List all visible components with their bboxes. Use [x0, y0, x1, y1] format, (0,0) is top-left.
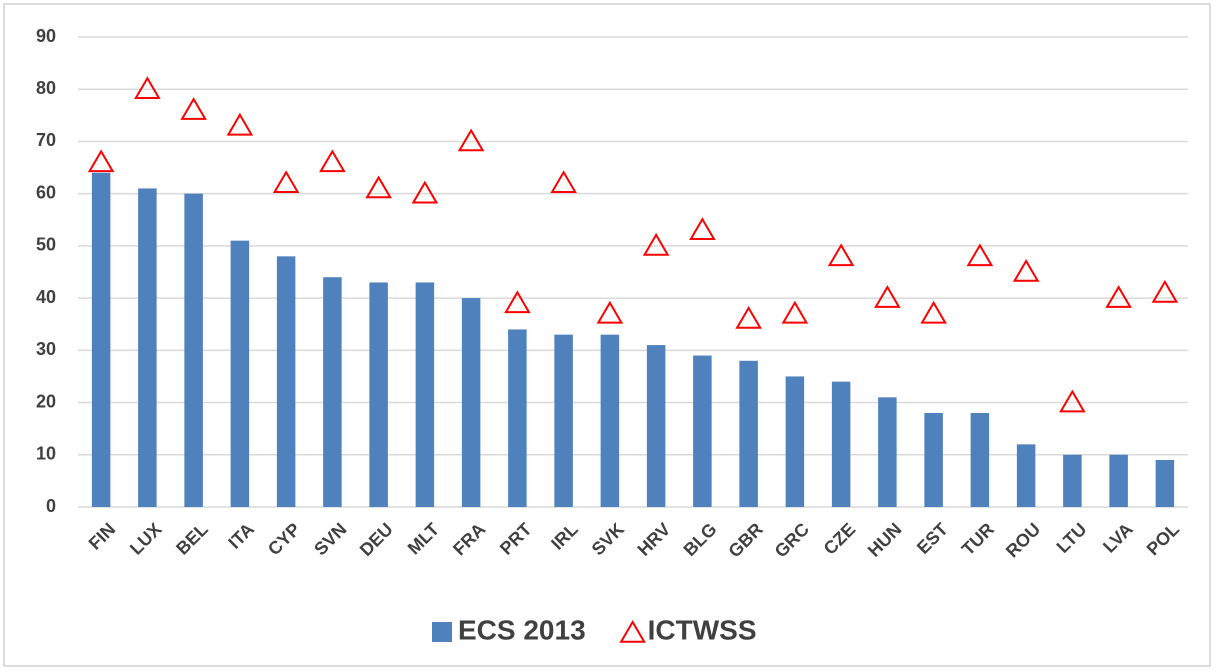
- legend-label: ECS 2013: [458, 614, 586, 645]
- marker: [87, 149, 115, 173]
- marker: [550, 170, 577, 194]
- marker: [365, 175, 392, 199]
- bar: [415, 282, 435, 507]
- y-tick-label: 0: [46, 496, 56, 516]
- bar: [878, 397, 897, 507]
- bar: [924, 413, 943, 507]
- marker: [827, 243, 855, 267]
- marker: [920, 300, 947, 324]
- bar: [785, 376, 805, 507]
- marker: [457, 128, 485, 152]
- legend: ECS 2013 ICTWSS: [432, 614, 757, 645]
- bar: [184, 193, 203, 507]
- bar: [1109, 454, 1128, 507]
- bar: [323, 277, 342, 507]
- bar: [138, 188, 157, 507]
- marker: [689, 217, 716, 241]
- bar: [1155, 460, 1175, 507]
- legend-swatch: [619, 620, 646, 643]
- marker: [596, 300, 624, 324]
- bar: [970, 413, 990, 507]
- bar: [1016, 444, 1036, 507]
- marker: [874, 285, 901, 308]
- marker: [1012, 259, 1040, 282]
- marker: [504, 290, 531, 314]
- y-tick-label: 90: [36, 26, 56, 46]
- marker: [966, 243, 994, 267]
- marker: [735, 306, 762, 329]
- marker: [1105, 285, 1132, 308]
- bar: [693, 355, 712, 507]
- bar: [369, 282, 388, 507]
- marker: [411, 180, 439, 204]
- legend-swatch: [432, 622, 452, 642]
- y-tick-label: 40: [36, 287, 56, 307]
- marker: [272, 170, 300, 194]
- bar: [554, 334, 573, 507]
- bar: [646, 345, 666, 507]
- bar: [230, 240, 250, 507]
- marker: [1151, 279, 1179, 303]
- marker: [226, 112, 254, 136]
- bar: [91, 172, 111, 507]
- marker: [180, 97, 207, 120]
- y-tick-label: 10: [36, 444, 56, 464]
- bar: [600, 334, 620, 507]
- legend-label: ICTWSS: [648, 614, 757, 645]
- bar: [831, 381, 851, 507]
- marker: [642, 232, 670, 256]
- bar: [739, 360, 758, 507]
- y-tick-label: 60: [36, 182, 56, 202]
- y-tick-label: 50: [36, 235, 56, 255]
- bar: [1063, 454, 1082, 507]
- y-tick-label: 70: [36, 130, 56, 150]
- marker: [1059, 389, 1086, 413]
- marker: [134, 76, 161, 100]
- y-tick-label: 80: [36, 78, 56, 98]
- bar: [276, 256, 296, 507]
- marker: [319, 149, 346, 173]
- bar: [508, 329, 527, 507]
- y-tick-label: 20: [36, 391, 56, 411]
- marker: [781, 300, 809, 324]
- y-tick-label: 30: [36, 339, 56, 359]
- grid: 0 10 20 30 40 50 60 70 80 90: [36, 26, 1188, 516]
- bar: [461, 298, 481, 507]
